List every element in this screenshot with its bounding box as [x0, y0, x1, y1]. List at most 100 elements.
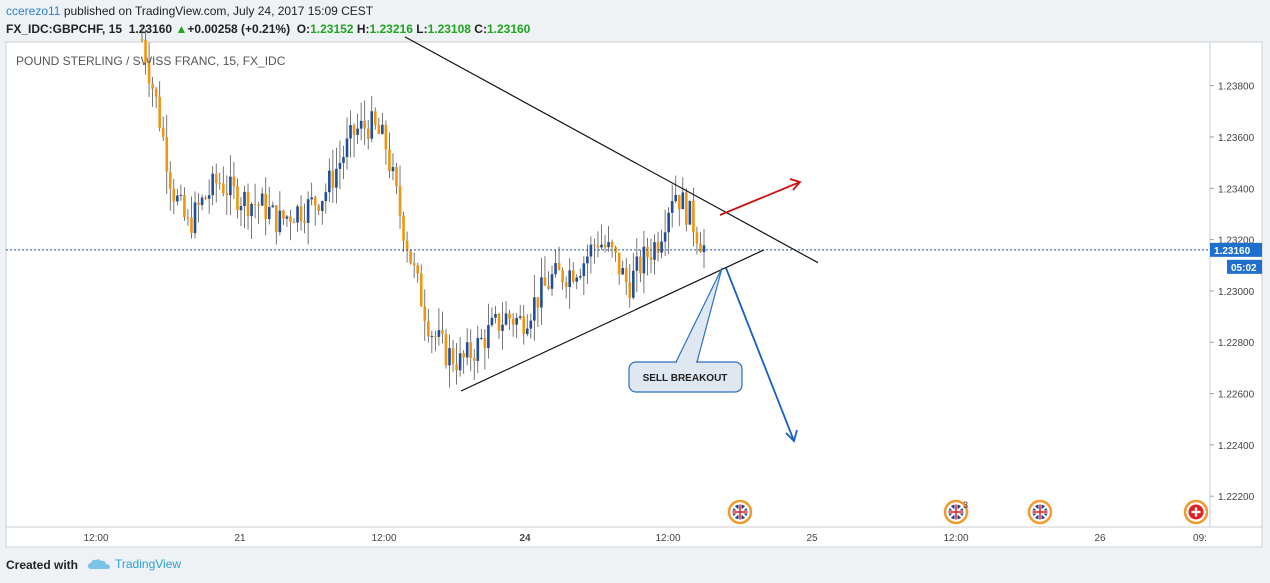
candle-body: [518, 316, 522, 318]
change-value: +0.00258 (+0.21%): [187, 22, 291, 36]
candle-body: [331, 170, 335, 188]
x-tick-label: 12:00: [371, 533, 396, 544]
countdown-label: 05:02: [1231, 263, 1257, 274]
x-tick-label: 12:00: [943, 533, 968, 544]
candle-body: [246, 191, 250, 217]
candle-body: [632, 270, 635, 298]
candle-body: [695, 232, 699, 244]
candle-body: [660, 241, 663, 253]
y-tick-label: 1.23000: [1218, 287, 1255, 298]
candle-body: [582, 263, 586, 277]
candle-body: [412, 263, 416, 266]
y-tick-label: 1.22400: [1218, 441, 1255, 452]
candle-body: [179, 194, 183, 196]
open-label: O:: [296, 22, 311, 36]
candle-body: [250, 204, 253, 217]
candle-body: [207, 195, 211, 199]
candle-body: [151, 83, 154, 89]
candle-body: [571, 270, 575, 282]
author-link[interactable]: ccerezo11: [6, 4, 61, 18]
y-tick-label: 1.22200: [1218, 492, 1255, 503]
candle-body: [621, 268, 625, 275]
candle-body: [158, 96, 161, 128]
candle-body: [469, 342, 473, 358]
low-value: 1.23108: [427, 22, 471, 36]
tradingview-brand[interactable]: TradingView: [88, 557, 181, 571]
candle-body: [430, 336, 434, 338]
candle-body: [455, 364, 458, 371]
candle-body: [285, 216, 289, 219]
candle-body: [529, 320, 533, 329]
candle-body: [232, 176, 236, 187]
bullish-arrow: [719, 181, 801, 216]
candle-body: [275, 205, 278, 233]
candle-body: [522, 316, 526, 335]
candle-body: [324, 192, 328, 202]
countdown-tag: [1227, 259, 1262, 274]
candle-body: [653, 242, 656, 260]
candle-body: [508, 313, 511, 319]
close-label: C:: [474, 22, 487, 36]
candle-body: [476, 337, 480, 361]
candle-body: [663, 232, 667, 242]
candle-body: [624, 268, 628, 283]
candle-body: [398, 186, 402, 216]
candle-body: [586, 256, 589, 264]
candle-body: [441, 330, 444, 334]
chart-header: ccerezo11 published on TradingView.com, …: [0, 0, 1270, 42]
plot-area: [5, 41, 1211, 528]
published-text: published on TradingView.com, July 24, 2…: [63, 4, 374, 18]
y-tick-label: 1.22800: [1218, 338, 1255, 349]
candle-body: [639, 256, 642, 274]
candle-body: [253, 204, 257, 206]
candle-body: [434, 336, 437, 338]
upper-trendline: [404, 36, 819, 264]
brand-label: TradingView: [115, 557, 182, 571]
candle-body: [409, 250, 412, 264]
candle-body: [381, 124, 384, 134]
candle-body: [702, 245, 706, 253]
x-tick-label: 12:00: [83, 533, 108, 544]
candle-body: [193, 202, 197, 234]
candle-body: [554, 263, 557, 275]
candle-body: [448, 348, 451, 366]
candle-body: [267, 207, 271, 220]
candle-body: [536, 297, 540, 308]
candle-body: [147, 62, 151, 84]
candle-body: [681, 192, 685, 210]
candle-body: [490, 317, 494, 326]
candle-body: [550, 274, 554, 289]
candle-body: [677, 195, 681, 210]
bullish-arrowhead: [789, 178, 802, 191]
y-tick-label: 1.23200: [1218, 236, 1255, 247]
close-value: 1.23160: [486, 22, 531, 36]
price-chart[interactable]: 1.22200 1.22400 1.22600 1.22800 1.23000 1.232…: [0, 0, 1270, 548]
candle-body: [699, 243, 702, 253]
candle-body: [593, 244, 596, 246]
created-with-label: Created with: [6, 558, 79, 572]
candle-body: [352, 125, 356, 135]
high-label: H:: [356, 22, 370, 36]
x-tick-label: 26: [1094, 533, 1106, 544]
candle-body: [635, 256, 639, 271]
candle-body: [349, 125, 352, 139]
candle-body: [578, 276, 582, 278]
candle-body: [540, 277, 543, 308]
time-axis: [5, 526, 1263, 548]
candle-body: [144, 39, 147, 63]
candle-body: [497, 313, 501, 331]
candle-body: [204, 197, 207, 199]
candle-body: [437, 330, 441, 337]
candle-body: [557, 263, 561, 271]
candle-body: [603, 244, 607, 248]
x-tick-label: 09:: [1193, 533, 1207, 544]
candle-body: [483, 337, 487, 349]
flag-cross: [1191, 510, 1201, 514]
candle-body: [656, 242, 660, 253]
candle-body: [596, 245, 600, 248]
candle-body: [168, 171, 172, 189]
candle-body: [628, 282, 632, 298]
candle-body: [197, 202, 200, 206]
candle-body: [494, 313, 497, 318]
candle-body: [154, 88, 158, 97]
